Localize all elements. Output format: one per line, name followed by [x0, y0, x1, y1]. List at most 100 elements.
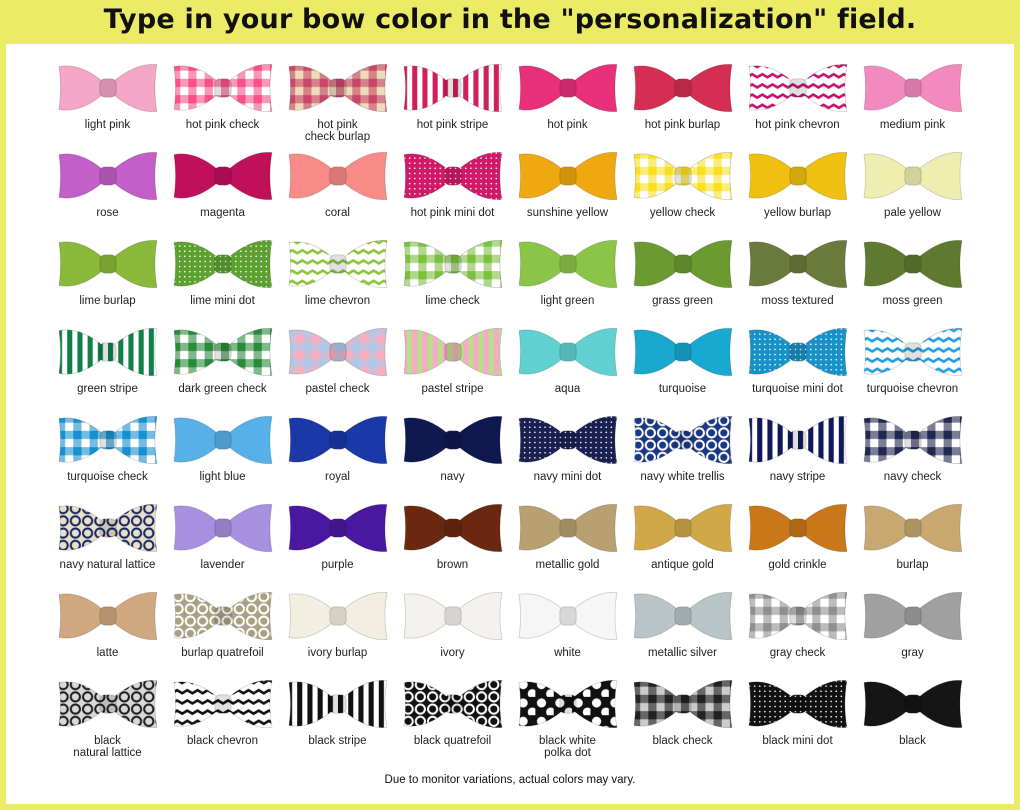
bow-left-wing	[863, 681, 907, 727]
bow-right-wing	[228, 591, 272, 641]
bow-knot-shade	[674, 694, 691, 714]
bow-left-wing	[518, 153, 562, 199]
bow-knot-shade	[904, 78, 921, 98]
bow-knot	[558, 694, 577, 714]
bow-color-label: burlap	[896, 559, 929, 571]
bow-option: hot pink	[510, 62, 625, 150]
bow-swatch	[863, 503, 962, 553]
bow-knot	[98, 342, 117, 362]
bow-right-wing	[113, 591, 157, 641]
bow-left-wing	[58, 241, 102, 287]
bow-knot-shade	[444, 694, 461, 714]
bow-swatch	[748, 327, 847, 377]
bow-swatch	[633, 679, 732, 729]
bow-left-wing	[748, 681, 792, 727]
bow-knot-shade	[674, 254, 691, 274]
bow-left-wing	[173, 153, 217, 199]
bow-color-label: black quatrefoil	[413, 735, 492, 747]
bow-swatch	[58, 503, 157, 553]
bow-right-wing	[113, 239, 157, 289]
bow-left-wing	[518, 329, 562, 375]
bow-swatch	[748, 503, 847, 553]
bow-left-wing	[518, 681, 562, 727]
bow-left-wing	[518, 65, 562, 111]
bow-right-wing	[343, 503, 387, 553]
bow-knot-shade	[444, 430, 461, 450]
bow-left-wing	[58, 329, 102, 375]
bow-knot	[213, 606, 232, 626]
bow-knot-shade	[99, 166, 116, 186]
bow-swatch	[633, 151, 732, 201]
bow-color-label: turquoise check	[67, 471, 148, 483]
bow-option: black white polka dot	[510, 678, 625, 766]
bow-color-label: hot pink check	[185, 119, 260, 131]
bow-left-wing	[518, 593, 562, 639]
bow-right-wing	[343, 415, 387, 465]
bow-knot-shade	[329, 606, 346, 626]
bow-knot	[328, 166, 347, 186]
bow-swatch	[173, 327, 272, 377]
bow-option: light green	[510, 238, 625, 326]
bow-knot	[903, 430, 922, 450]
bow-left-wing	[288, 593, 332, 639]
bow-right-wing	[918, 503, 962, 553]
bow-color-label: brown	[436, 559, 469, 571]
bow-option: yellow check	[625, 150, 740, 238]
bow-color-label: turquoise chevron	[866, 383, 959, 395]
bow-color-label: magenta	[200, 207, 245, 219]
bow-knot	[328, 694, 347, 714]
bow-knot	[328, 254, 347, 274]
bow-right-wing	[228, 327, 272, 377]
bow-swatch	[403, 591, 502, 641]
bow-knot	[788, 254, 807, 274]
bow-knot	[558, 518, 577, 538]
bow-swatch	[58, 151, 157, 201]
bow-right-wing	[343, 151, 387, 201]
bow-knot-shade	[789, 166, 806, 186]
bow-color-label: navy	[440, 471, 465, 483]
bow-right-wing	[688, 415, 732, 465]
bow-swatch	[58, 591, 157, 641]
bow-option: rose	[50, 150, 165, 238]
bow-swatch	[633, 591, 732, 641]
bow-knot	[673, 606, 692, 626]
bow-knot	[903, 78, 922, 98]
bow-right-wing	[803, 679, 847, 729]
bow-knot-shade	[444, 78, 461, 98]
bow-right-wing	[458, 679, 502, 729]
bow-knot	[213, 78, 232, 98]
bow-option: hot pink burlap	[625, 62, 740, 150]
bow-color-label: ivory	[440, 647, 465, 659]
bow-color-label: black natural lattice	[73, 735, 142, 759]
bow-knot	[558, 342, 577, 362]
bow-option: medium pink	[855, 62, 970, 150]
bow-knot-shade	[559, 606, 576, 626]
bow-right-wing	[688, 591, 732, 641]
bow-swatch	[863, 415, 962, 465]
bow-color-label: hot pink chevron	[755, 119, 840, 131]
bow-right-wing	[113, 327, 157, 377]
bow-left-wing	[633, 65, 677, 111]
bow-left-wing	[403, 681, 447, 727]
bow-right-wing	[228, 503, 272, 553]
bow-color-label: pastel check	[305, 383, 370, 395]
bow-knot-shade	[444, 254, 461, 274]
bow-option: gray check	[740, 590, 855, 678]
bow-left-wing	[633, 417, 677, 463]
bow-left-wing	[58, 417, 102, 463]
bow-left-wing	[863, 593, 907, 639]
bow-color-label: royal	[325, 471, 350, 483]
bow-knot-shade	[99, 254, 116, 274]
bow-color-label: pastel stripe	[421, 383, 484, 395]
bow-knot	[903, 254, 922, 274]
bow-color-label: navy natural lattice	[59, 559, 156, 571]
bow-knot	[673, 254, 692, 274]
bow-swatch	[518, 679, 617, 729]
bow-option: moss green	[855, 238, 970, 326]
bow-right-wing	[573, 591, 617, 641]
bow-option: dark green check	[165, 326, 280, 414]
bow-left-wing	[58, 505, 102, 551]
bow-left-wing	[58, 153, 102, 199]
bow-knot	[558, 430, 577, 450]
bow-color-label: hot pink stripe	[416, 119, 489, 131]
